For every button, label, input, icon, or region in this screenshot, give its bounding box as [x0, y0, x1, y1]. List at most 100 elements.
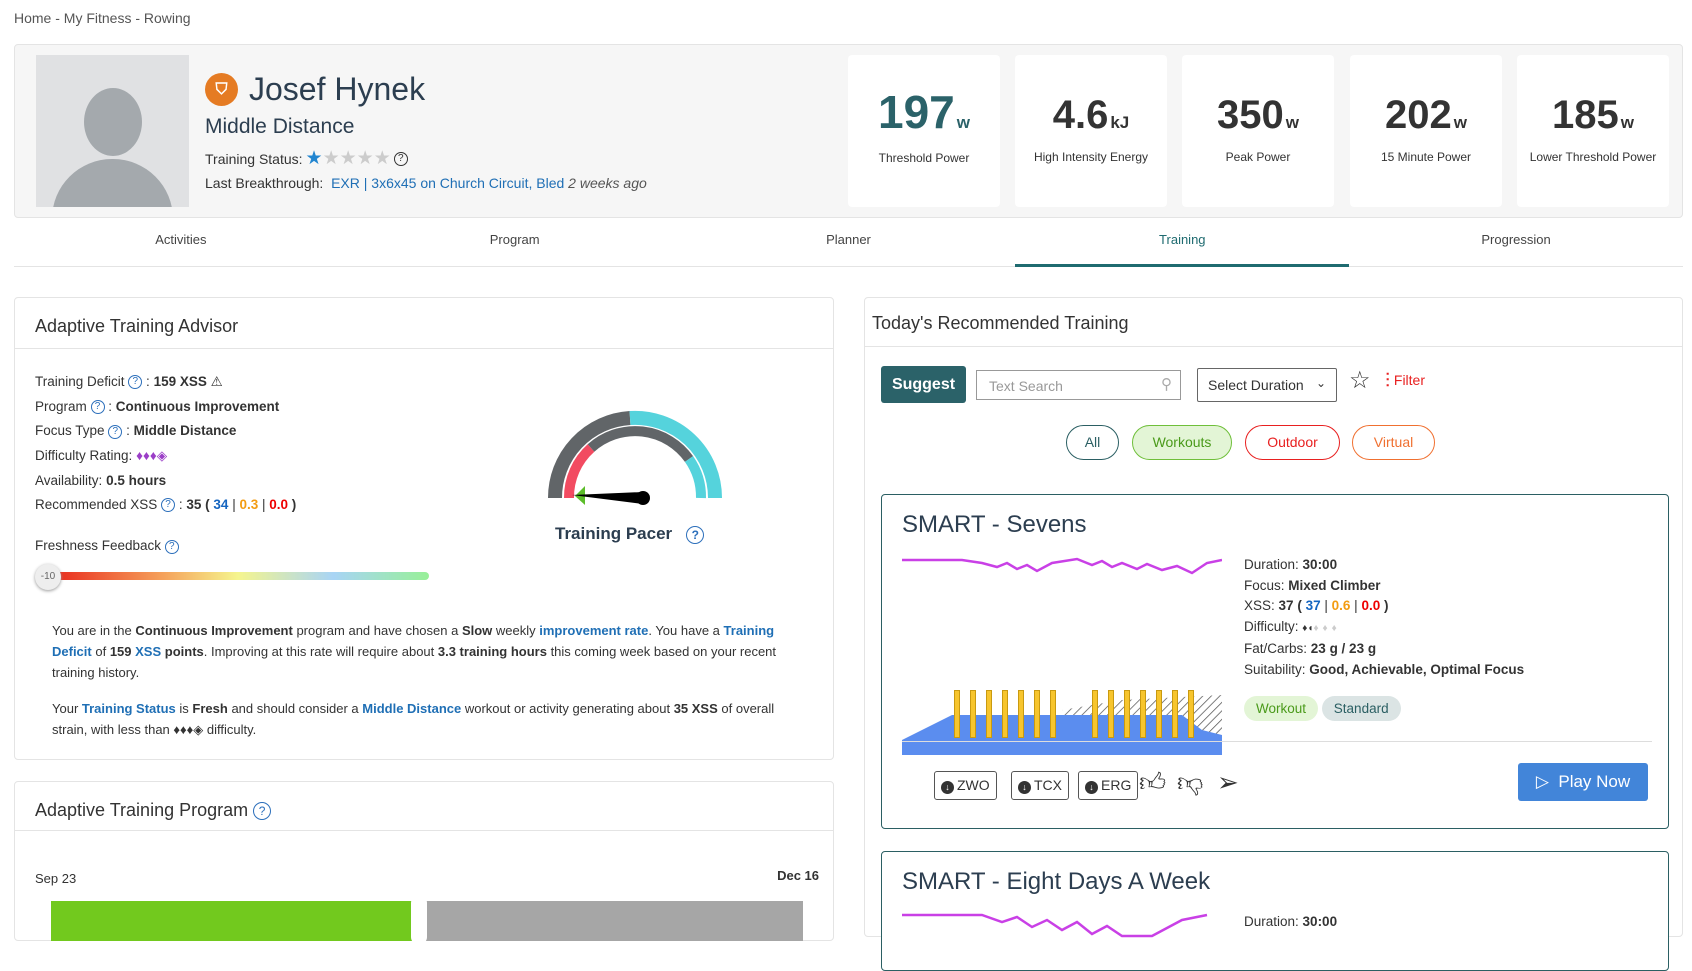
stat-value: 202 w	[1385, 93, 1467, 137]
breadcrumb[interactable]: Home - My Fitness - Rowing	[14, 10, 191, 26]
text: this coming week based on your recent tr…	[52, 644, 777, 680]
suggest-button[interactable]: Suggest	[881, 366, 966, 403]
shield-badge-icon: ⛉	[205, 73, 238, 106]
training-pacer-gauge	[547, 410, 723, 505]
stat-value: 197 w	[878, 86, 970, 138]
text: 35 XSS	[673, 701, 718, 716]
text-search-input[interactable]: Text Search ⚲	[976, 370, 1181, 400]
filter-pill-outdoor[interactable]: Outdoor	[1245, 425, 1340, 460]
star-rating: ★★★★★	[306, 149, 391, 168]
thumbs-up-icon[interactable]: 👍︎	[1139, 767, 1167, 797]
tag-standard: Standard	[1321, 696, 1401, 721]
workout-card[interactable]: SMART - Sevens Duration: 30:00 Focus: Mi…	[881, 494, 1669, 829]
interval-bar	[1188, 690, 1194, 738]
text: program and have chosen a	[292, 623, 462, 638]
download-zwo-button[interactable]: ↓ ZWO	[934, 771, 997, 800]
help-icon[interactable]: ?	[253, 802, 272, 821]
tag-workout: Workout	[1244, 696, 1319, 721]
inline-link[interactable]: Training Deficit	[52, 623, 775, 659]
tab-program[interactable]: Program	[489, 232, 540, 247]
athlete-name: Josef Hynek	[249, 71, 426, 107]
filter-pill-virtual[interactable]: Virtual	[1352, 425, 1435, 460]
interval-bar	[1002, 690, 1008, 738]
help-icon[interactable]: ?	[161, 498, 176, 513]
program-progress-bar	[51, 895, 803, 945]
send-icon[interactable]: ➢	[1217, 767, 1239, 797]
training-pacer-label: Training Pacer ?	[555, 524, 705, 544]
freshness-slider[interactable]	[47, 572, 429, 580]
interval-bar	[1156, 690, 1162, 738]
todays-recommended-training: Today's Recommended Training Suggest Tex…	[864, 297, 1683, 971]
thumbs-down-icon[interactable]: 👎︎	[1177, 767, 1204, 797]
interval-bar	[1034, 690, 1040, 738]
avatar	[36, 55, 189, 207]
text: of	[91, 644, 110, 659]
play-now-button[interactable]: ▷ Play Now	[1518, 763, 1648, 801]
stat-card: 4.6 kJ High Intensity Energy	[1015, 55, 1167, 207]
recommended-xss: Recommended XSS ? : 35 ( 34 | 0.3 | 0.0 …	[35, 496, 297, 513]
breakthrough-link[interactable]: EXR | 3x6x45 on Church Circuit, Bled	[331, 175, 565, 191]
breakthrough-label: Last Breakthrough:	[205, 175, 324, 191]
program-progress-marker	[411, 895, 428, 945]
difficulty-diamonds-icon: ♦♦♦◈	[136, 447, 168, 463]
tab-activities[interactable]: Activities	[155, 232, 207, 247]
filter-pill-workouts[interactable]: Workouts	[1132, 425, 1232, 460]
inline-link[interactable]: improvement rate	[539, 623, 649, 638]
stat-value: 185 w	[1552, 93, 1634, 137]
help-icon[interactable]: ?	[686, 525, 705, 544]
tab-progression[interactable]: Progression	[1481, 232, 1551, 247]
download-tcx-button[interactable]: ↓ TCX	[1011, 771, 1069, 800]
help-icon[interactable]: ?	[108, 424, 123, 439]
inline-link[interactable]: XSS	[135, 644, 162, 659]
program: Program ? : Continuous Improvement	[35, 399, 280, 415]
duration-select[interactable]: Select Duration ⌄	[1197, 368, 1337, 402]
star-icon: ★	[373, 148, 391, 169]
star-icon: ★	[305, 148, 323, 169]
help-icon[interactable]: ?	[393, 151, 408, 166]
text: Your	[52, 701, 82, 716]
interval-bar	[1140, 690, 1146, 738]
favorite-star-icon[interactable]: ☆	[1349, 367, 1371, 394]
text: points	[161, 644, 204, 659]
tab-bar: Activities Program Planner Training Progress…	[14, 222, 1683, 267]
chevron-down-icon: ⌄	[1315, 376, 1326, 390]
filter-button[interactable]: ⫶ Filter	[1385, 370, 1426, 392]
interval-bar	[1092, 690, 1098, 738]
workout-title[interactable]: SMART - Eight Days A Week	[902, 868, 1211, 895]
inline-link[interactable]: Training Status	[81, 701, 176, 716]
interval-bar	[1172, 690, 1178, 738]
difficulty-rating: Difficulty Rating: ♦♦♦◈	[35, 447, 168, 463]
interval-bar	[986, 690, 992, 738]
stat-card: 202 w 15 Minute Power	[1350, 55, 1502, 207]
workout-title[interactable]: SMART - Sevens	[902, 511, 1087, 538]
download-erg-button[interactable]: ↓ ERG	[1078, 771, 1139, 800]
training-status-label: Training Status:	[205, 150, 303, 167]
interval-bar	[970, 690, 976, 738]
star-icon: ★	[339, 148, 357, 169]
filter-pill-all[interactable]: All	[1066, 425, 1119, 460]
workout-profile-chart	[902, 913, 1208, 938]
text: of overall strain, with less than	[52, 701, 775, 737]
advisor-summary: You are in the Continuous Improvement pr…	[52, 620, 792, 683]
help-icon[interactable]: ?	[90, 400, 105, 415]
inline-link[interactable]: Middle Distance	[362, 701, 462, 716]
divider	[902, 741, 1652, 742]
program-start-date: Sep 23	[35, 871, 77, 886]
help-icon[interactable]: ?	[164, 539, 179, 554]
interval-bar	[1018, 690, 1024, 738]
focus-type: Focus Type ? : Middle Distance	[35, 423, 237, 439]
availability: Availability: 0.5 hours	[35, 472, 167, 488]
tab-planner[interactable]: Planner	[826, 232, 871, 247]
freshness-slider-handle[interactable]: -10	[35, 564, 61, 590]
training-status: Training Status: ★★★★★ ?	[205, 149, 408, 168]
difficulty-icon: ♦◖	[1302, 622, 1314, 634]
workout-card[interactable]: SMART - Eight Days A Week Duration: 30:0…	[881, 851, 1669, 971]
stat-value: 350 w	[1217, 93, 1299, 137]
help-icon[interactable]: ?	[128, 375, 143, 390]
workout-details: Duration: 30:00 Focus: Mixed Climber XSS…	[1244, 555, 1524, 721]
tab-training[interactable]: Training	[1015, 222, 1349, 267]
star-icon: ★	[322, 148, 340, 169]
text: workout or activity generating about	[461, 701, 674, 716]
interval-bar	[1050, 690, 1056, 738]
panel-title: Adaptive Training Program ?	[15, 782, 833, 831]
